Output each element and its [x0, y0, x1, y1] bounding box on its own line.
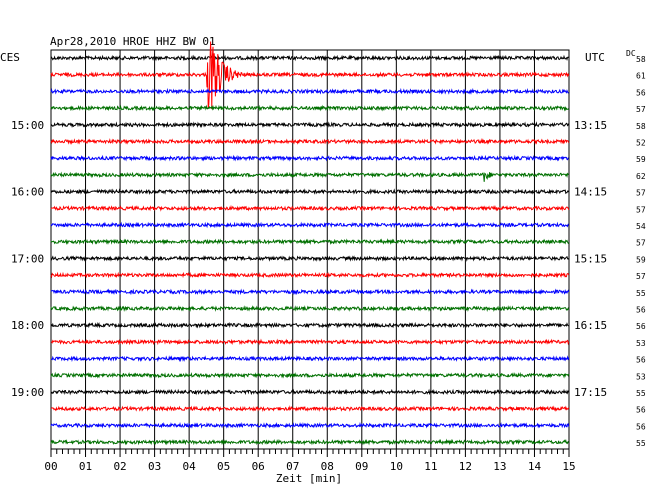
dc-values: 58 61 56 57 58 52 59 62 57 57 54 57 59 57 55 56 56 53 56 53… [636, 55, 646, 448]
dc-value: 55 [636, 439, 646, 448]
dc-value: 56 [636, 88, 646, 97]
right-zone-label: UTC [585, 51, 605, 64]
dc-value: 55 [636, 289, 646, 298]
seismic-trace [50, 154, 569, 162]
seismic-traces [50, 41, 570, 446]
chart-title: Apr28,2010 HROE HHZ BW 01 [50, 35, 216, 48]
seismic-trace [50, 421, 570, 429]
x-tick-label: 14 [528, 460, 542, 473]
x-tick-label: 08 [321, 460, 334, 473]
seismic-trace [50, 138, 570, 145]
utc-time-label: 13:15 [574, 119, 607, 132]
dc-value: 54 [636, 222, 646, 231]
dc-value: 57 [636, 272, 646, 281]
local-time-label: 16:00 [11, 186, 44, 199]
x-tick-label: 11 [424, 460, 437, 473]
dc-value: 52 [636, 139, 646, 148]
dc-value: 57 [636, 105, 646, 114]
x-tick-label: 05 [217, 460, 230, 473]
dc-value: 56 [636, 306, 646, 315]
dc-value: 53 [636, 339, 646, 348]
seismic-trace [50, 371, 570, 379]
seismic-trace [50, 288, 570, 296]
x-tick-label: 04 [183, 460, 197, 473]
dc-value: 56 [636, 406, 646, 415]
seismic-trace [50, 204, 570, 212]
left-zone-label: CES [0, 51, 20, 64]
dc-value: 57 [636, 189, 646, 198]
x-tick-label: 15 [562, 460, 575, 473]
seismic-trace [50, 54, 570, 62]
local-time-label: 15:00 [11, 119, 44, 132]
utc-time-label: 14:15 [574, 186, 607, 199]
dc-value: 58 [636, 55, 646, 64]
local-time-label: 17:00 [11, 252, 44, 265]
seismic-trace [50, 238, 570, 246]
dc-value: 56 [636, 422, 646, 431]
x-tick-label: 02 [113, 460, 126, 473]
seismic-trace [50, 321, 569, 329]
x-tick-label: 01 [79, 460, 92, 473]
local-time-label: 18:00 [11, 319, 44, 332]
x-tick-label: 13 [493, 460, 506, 473]
utc-time-labels: 13:15 14:15 15:15 16:15 17:15 [574, 119, 607, 399]
x-tick-label: 10 [390, 460, 403, 473]
seismic-trace [50, 104, 570, 112]
dc-value: 57 [636, 205, 646, 214]
dc-value: 62 [636, 172, 646, 181]
seismic-trace [50, 305, 570, 313]
seismic-trace [51, 338, 570, 346]
dc-value: 58 [636, 122, 646, 131]
seismic-trace [50, 388, 570, 396]
local-time-label: 19:00 [11, 386, 44, 399]
dc-value: 61 [636, 72, 646, 81]
x-tick-label: 00 [44, 460, 57, 473]
dc-value: 56 [636, 322, 646, 331]
x-axis: 00 01 02 03 04 05 06 07 08 09 10 11 12 13 14 15 [44, 449, 576, 473]
dc-value: 53 [636, 372, 646, 381]
x-tick-label: 12 [459, 460, 472, 473]
seismic-trace [50, 41, 570, 110]
seismic-trace [50, 355, 570, 363]
dc-header: DC [626, 49, 636, 58]
dc-value: 55 [636, 389, 646, 398]
seismic-trace [50, 254, 570, 262]
seismic-trace [50, 121, 570, 129]
utc-time-label: 17:15 [574, 386, 607, 399]
x-tick-label: 03 [148, 460, 161, 473]
dc-value: 56 [636, 356, 646, 365]
seismic-trace [50, 188, 570, 195]
seismic-trace [50, 171, 569, 182]
x-tick-label: 07 [286, 460, 299, 473]
seismic-trace [50, 405, 570, 413]
dc-value: 57 [636, 239, 646, 248]
dc-value: 59 [636, 155, 646, 164]
seismic-trace [50, 221, 569, 229]
dc-value: 59 [636, 255, 646, 264]
utc-time-label: 16:15 [574, 319, 607, 332]
x-tick-label: 09 [355, 460, 368, 473]
utc-time-label: 15:15 [574, 252, 607, 265]
seismic-trace [50, 87, 569, 95]
x-axis-label: Zeit [min] [276, 472, 342, 485]
local-time-labels: 15:00 16:00 17:00 18:00 19:00 [11, 119, 44, 399]
seismic-trace [50, 271, 570, 279]
plot-grid [50, 49, 570, 450]
x-tick-label: 06 [252, 460, 265, 473]
seismic-trace [50, 438, 570, 446]
